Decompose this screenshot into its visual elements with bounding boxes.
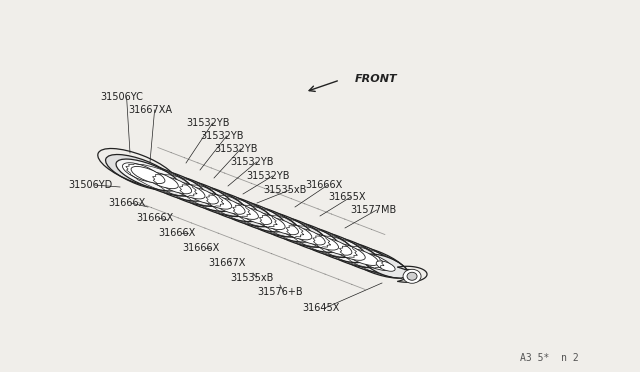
Ellipse shape: [290, 225, 353, 257]
Ellipse shape: [332, 243, 365, 260]
Ellipse shape: [211, 197, 245, 214]
Ellipse shape: [223, 200, 287, 232]
Ellipse shape: [403, 269, 421, 283]
Ellipse shape: [156, 174, 220, 206]
Text: 31666X: 31666X: [108, 198, 145, 208]
Text: 31655X: 31655X: [328, 192, 365, 202]
Text: 31506YD: 31506YD: [68, 180, 112, 190]
Ellipse shape: [343, 246, 407, 278]
Text: 31532YB: 31532YB: [186, 118, 230, 128]
Text: A3 5*  n 2: A3 5* n 2: [520, 353, 579, 363]
Text: FRONT: FRONT: [355, 74, 397, 84]
Text: 31577MB: 31577MB: [350, 205, 396, 215]
Ellipse shape: [236, 205, 300, 237]
Ellipse shape: [276, 221, 340, 252]
Ellipse shape: [171, 182, 205, 199]
Ellipse shape: [129, 164, 193, 196]
Ellipse shape: [250, 210, 314, 242]
Ellipse shape: [122, 163, 160, 182]
Ellipse shape: [330, 241, 394, 273]
Text: 31667XA: 31667XA: [128, 105, 172, 115]
Ellipse shape: [184, 187, 218, 204]
Text: 31576+B: 31576+B: [257, 287, 303, 297]
Text: 31532YB: 31532YB: [246, 171, 289, 181]
Ellipse shape: [209, 195, 273, 227]
Ellipse shape: [278, 223, 312, 240]
Ellipse shape: [198, 192, 232, 209]
Ellipse shape: [145, 171, 179, 189]
Text: 31535xB: 31535xB: [230, 273, 273, 283]
Ellipse shape: [345, 248, 379, 266]
Text: 31667X: 31667X: [208, 258, 245, 268]
Ellipse shape: [363, 254, 408, 278]
Ellipse shape: [264, 218, 298, 235]
Ellipse shape: [407, 272, 417, 280]
Text: 31666X: 31666X: [136, 213, 173, 223]
Ellipse shape: [376, 261, 395, 271]
Ellipse shape: [252, 212, 285, 230]
Ellipse shape: [291, 228, 325, 245]
Ellipse shape: [196, 190, 260, 222]
Text: 31666X: 31666X: [305, 180, 342, 190]
Ellipse shape: [131, 166, 165, 183]
Ellipse shape: [143, 169, 207, 201]
Ellipse shape: [305, 233, 339, 250]
Ellipse shape: [170, 180, 234, 211]
Text: 31666X: 31666X: [158, 228, 195, 238]
Ellipse shape: [303, 231, 367, 263]
Text: 31666X: 31666X: [182, 243, 220, 253]
Text: 31532YB: 31532YB: [200, 131, 243, 141]
Text: 31506YC: 31506YC: [100, 92, 143, 102]
Text: 31532YB: 31532YB: [230, 157, 273, 167]
Text: 31532YB: 31532YB: [214, 144, 257, 154]
Ellipse shape: [183, 185, 247, 217]
Ellipse shape: [225, 202, 259, 219]
Ellipse shape: [263, 215, 327, 247]
Ellipse shape: [358, 253, 392, 270]
Ellipse shape: [116, 159, 180, 191]
Text: 31645X: 31645X: [302, 303, 339, 313]
Ellipse shape: [316, 236, 380, 268]
Ellipse shape: [238, 208, 272, 224]
Ellipse shape: [158, 177, 191, 194]
Ellipse shape: [318, 238, 352, 255]
Text: 31535xB: 31535xB: [263, 185, 307, 195]
Ellipse shape: [106, 154, 177, 190]
